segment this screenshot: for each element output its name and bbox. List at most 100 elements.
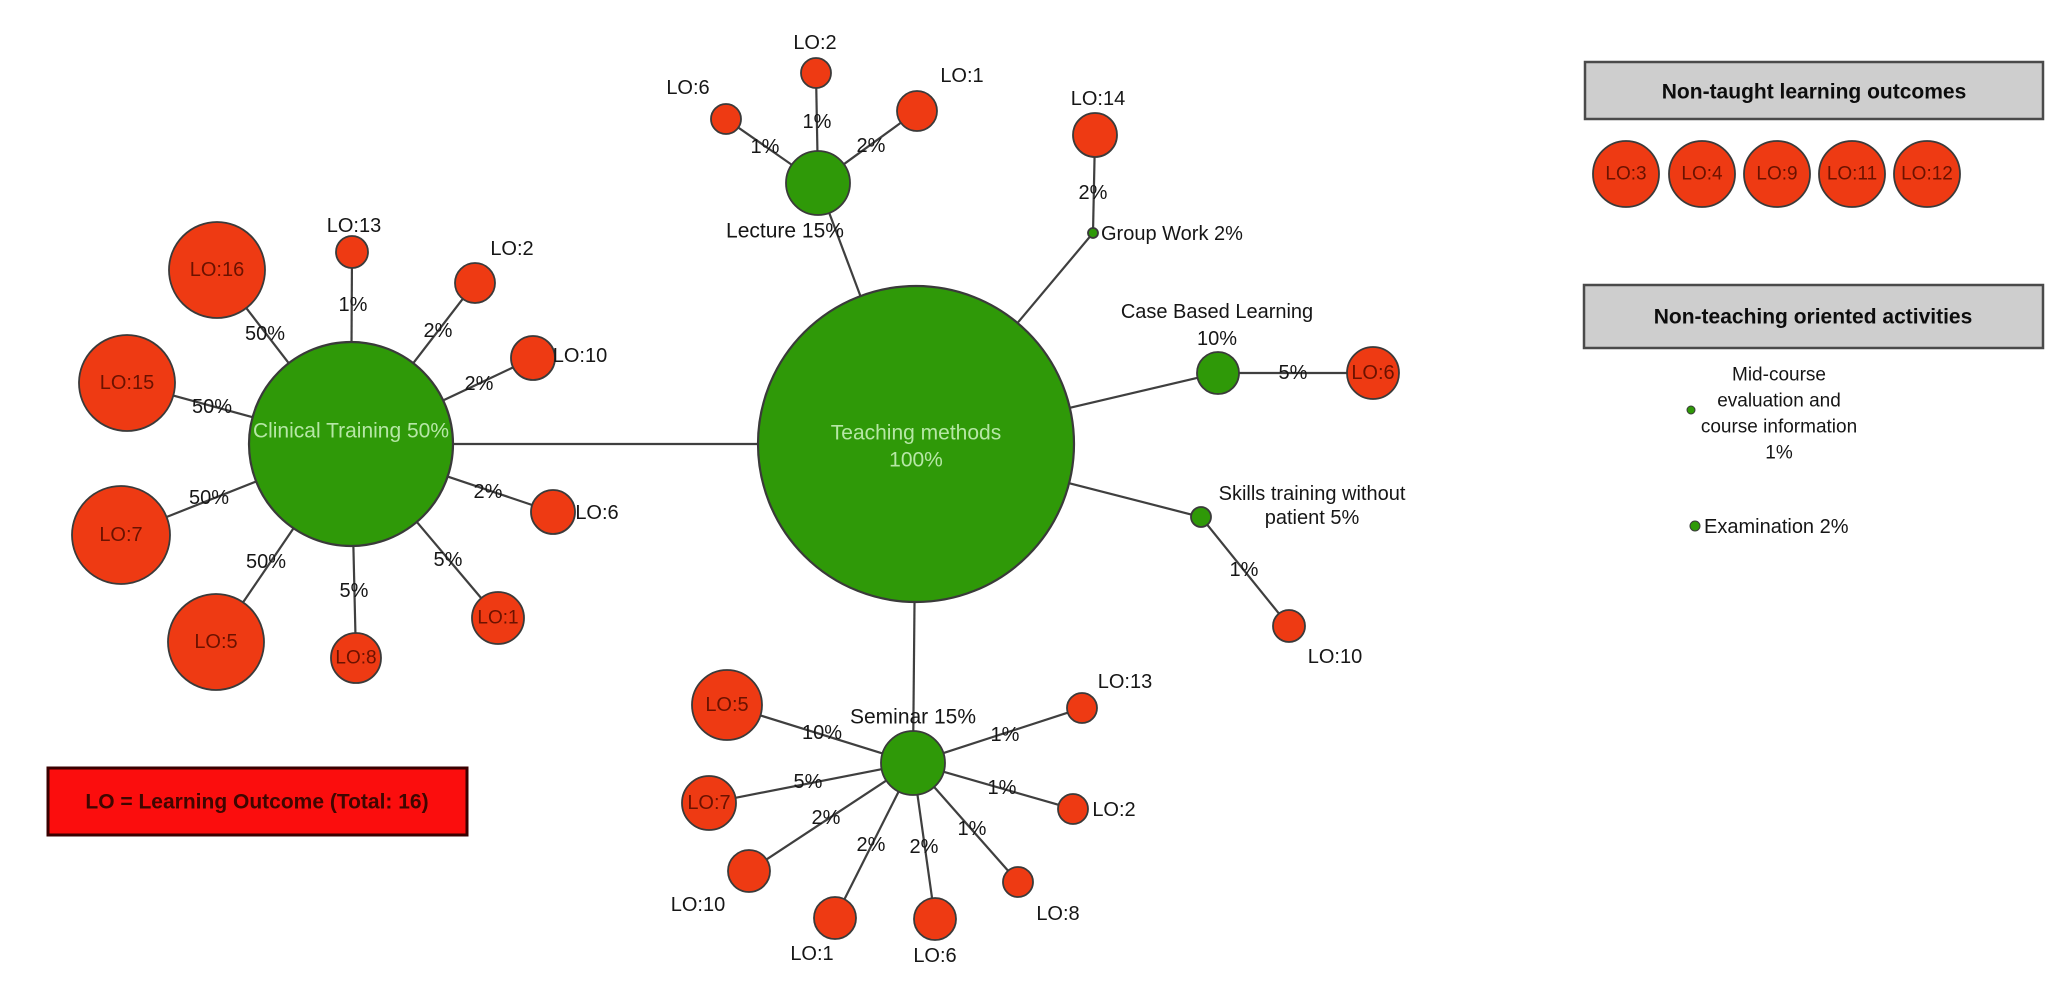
midcourse-dot <box>1686 405 1696 415</box>
edge-group-work-gw-lo14 <box>1092 156 1096 229</box>
node-label-ct-lo13-line: LO:13 <box>327 215 381 237</box>
node-ct-lo2 <box>454 262 496 304</box>
edge-label-lecture-lec-lo6: 1% <box>751 136 780 158</box>
node-ct-lo7 <box>71 485 171 585</box>
edge-label-case-based-learning-cbl-lo6: 5% <box>1279 362 1308 384</box>
edge-label-clinical-ct-lo15: 50% <box>192 396 232 418</box>
edge-teaching-group-work <box>1016 236 1091 324</box>
legend-lo-circle <box>1668 140 1736 208</box>
node-st-lo10 <box>1272 609 1306 643</box>
legend-lo-circle-label: LO:9 <box>1756 164 1797 185</box>
edge-label-group-work-gw-lo14: 2% <box>1079 182 1108 204</box>
edge-teaching-case-based-learning <box>1069 376 1198 409</box>
node-label-lecture-line: Lecture 15% <box>726 220 844 243</box>
node-ct-lo13 <box>335 235 369 269</box>
node-seminar <box>880 730 946 796</box>
node-label-clinical-line: Clinical Training 50% <box>253 420 449 443</box>
node-label-cbl-lo6-line: LO:6 <box>1351 362 1394 384</box>
edge-clinical-ct-lo15 <box>173 394 253 419</box>
edge-teaching-lecture <box>828 212 862 297</box>
node-label-case-based-learning-line: Case Based Learning <box>1121 301 1313 323</box>
node-ct-lo16 <box>168 221 266 319</box>
edge-clinical-ct-lo7 <box>166 480 257 518</box>
edge-label-clinical-ct-lo8: 5% <box>340 580 369 602</box>
edge-label-seminar-sem-lo1: 2% <box>857 834 886 856</box>
node-teaching <box>756 284 1076 604</box>
edge-clinical-ct-lo5 <box>242 527 295 603</box>
node-label-skills-training-line: Skills training without <box>1219 483 1406 505</box>
edge-label-skills-training-st-lo10: 1% <box>1230 559 1259 581</box>
node-label-sem-lo1-line: LO:1 <box>790 943 833 965</box>
legend-non-taught-box <box>1583 60 2045 121</box>
edge-clinical-ct-lo2 <box>412 298 464 364</box>
edge-seminar-sem-lo1 <box>843 791 900 900</box>
node-lec-lo1 <box>896 90 938 132</box>
node-sem-lo5 <box>691 669 763 741</box>
edge-clinical-ct-lo8 <box>352 545 357 634</box>
node-group-work <box>1087 227 1099 239</box>
node-label-ct-lo1-line: LO:1 <box>477 608 518 629</box>
examination-text: Examination 2% <box>1704 516 1849 538</box>
edge-clinical-ct-lo6 <box>447 475 533 507</box>
midcourse-text-line: 1% <box>1765 443 1793 464</box>
edge-label-seminar-sem-lo10: 2% <box>812 807 841 829</box>
node-label-ct-lo16-line: LO:16 <box>190 259 244 281</box>
node-sem-lo13 <box>1066 692 1098 724</box>
node-label-ct-lo5-line: LO:5 <box>194 631 237 653</box>
edge-lecture-lec-lo2 <box>815 87 819 152</box>
node-ct-lo8 <box>330 632 382 684</box>
node-ct-lo6 <box>530 489 576 535</box>
node-lecture <box>785 150 851 216</box>
edge-seminar-sem-lo7 <box>735 768 882 799</box>
node-label-ct-lo7-line: LO:7 <box>99 524 142 546</box>
node-label-ct-lo6-line: LO:6 <box>575 502 618 524</box>
node-label-seminar-line: Seminar 15% <box>850 706 976 729</box>
node-label-sem-lo10-line: LO:10 <box>671 894 725 916</box>
node-label-sem-lo2-line: LO:2 <box>1092 799 1135 821</box>
edge-seminar-sem-lo10 <box>765 779 887 861</box>
node-gw-lo14 <box>1072 112 1118 158</box>
node-label-ct-lo8-line: LO:8 <box>335 648 376 669</box>
node-label-gw-lo14-line: LO:14 <box>1071 88 1125 110</box>
node-skills-training <box>1190 506 1212 528</box>
legend-non-taught-title: Non-taught learning outcomes <box>1662 81 1967 104</box>
edge-label-seminar-sem-lo8: 1% <box>958 818 987 840</box>
node-label-case-based-learning-line: 10% <box>1197 328 1237 350</box>
node-label-ct-lo15-line: LO:15 <box>100 372 154 394</box>
node-label-teaching-line: Teaching methods <box>831 422 1001 445</box>
edge-clinical-ct-lo16 <box>245 307 290 364</box>
midcourse-text-line: evaluation and <box>1717 391 1841 412</box>
node-case-based-learning <box>1196 351 1240 395</box>
node-label-group-work-line: Group Work 2% <box>1101 223 1243 245</box>
edge-label-seminar-sem-lo6: 2% <box>910 836 939 858</box>
node-ct-lo10 <box>510 335 556 381</box>
edge-seminar-sem-lo13 <box>943 711 1069 755</box>
edge-seminar-sem-lo6 <box>916 794 934 899</box>
edge-label-seminar-sem-lo7: 5% <box>794 771 823 793</box>
edge-skills-training-st-lo10 <box>1206 524 1280 615</box>
legend-lo-circle-label: LO:12 <box>1901 164 1953 185</box>
node-ct-lo1 <box>471 591 525 645</box>
node-label-lec-lo2-line: LO:2 <box>793 32 836 54</box>
edge-label-clinical-ct-lo13: 1% <box>339 294 368 316</box>
edge-seminar-sem-lo8 <box>933 786 1009 872</box>
legend-lo-circle <box>1893 140 1961 208</box>
node-label-teaching-line: 100% <box>889 449 943 472</box>
node-label-skills-training-line: patient 5% <box>1265 507 1360 529</box>
node-label-lec-lo1-line: LO:1 <box>940 65 983 87</box>
legend-lo-circle <box>1743 140 1811 208</box>
edge-label-lecture-lec-lo2: 1% <box>803 111 832 133</box>
node-sem-lo1 <box>813 896 857 940</box>
edge-lecture-lec-lo1 <box>843 121 902 166</box>
node-sem-lo2 <box>1057 793 1089 825</box>
node-label-ct-lo10-line: LO:10 <box>553 345 607 367</box>
edge-label-clinical-ct-lo6: 2% <box>474 481 503 503</box>
node-label-sem-lo5-line: LO:5 <box>705 694 748 716</box>
node-sem-lo6 <box>913 897 957 941</box>
midcourse-text-line: course information <box>1701 417 1857 438</box>
node-sem-lo7 <box>681 775 737 831</box>
node-label-lec-lo6-line: LO:6 <box>666 77 709 99</box>
edge-label-clinical-ct-lo2: 2% <box>424 320 453 342</box>
